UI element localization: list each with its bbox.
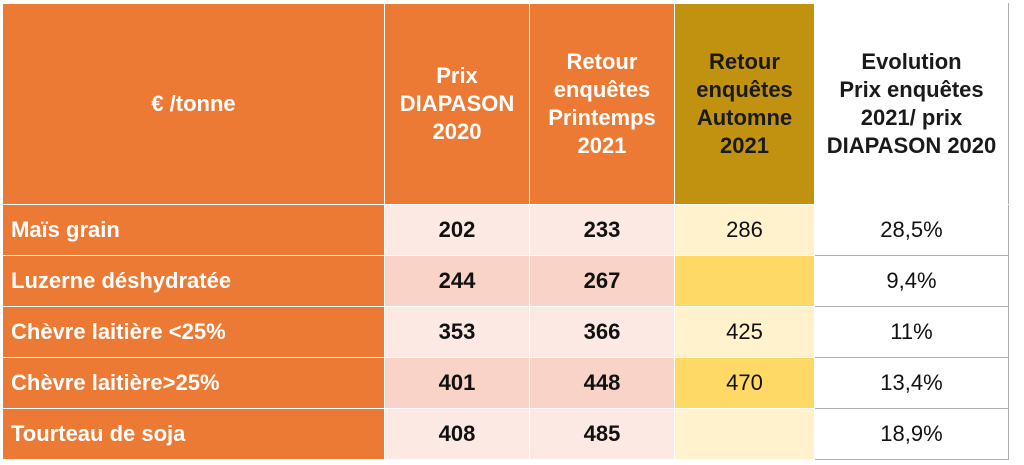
cell-automne: 425 — [674, 306, 815, 358]
cell-printemps: 366 — [529, 306, 675, 358]
header-prix-diapason: Prix DIAPASON 2020 — [384, 3, 530, 205]
header-row: € /tonne Prix DIAPASON 2020 Retour enquê… — [2, 3, 1009, 205]
cell-prix-diapason: 401 — [384, 357, 530, 409]
header-unit: € /tonne — [2, 3, 385, 205]
header-evolution: Evolution Prix enquêtes 2021/ prix DIAPA… — [814, 3, 1009, 205]
cell-automne — [674, 408, 815, 460]
table-row: Chèvre laitière <25% 353 366 425 11% — [2, 306, 1009, 358]
cell-prix-diapason: 353 — [384, 306, 530, 358]
cell-evolution: 11% — [814, 306, 1009, 358]
header-retour-printemps: Retour enquêtes Printemps 2021 — [529, 3, 675, 205]
row-label: Maïs grain — [2, 204, 385, 256]
row-label: Tourteau de soja — [2, 408, 385, 460]
cell-automne: 286 — [674, 204, 815, 256]
row-label: Chèvre laitière <25% — [2, 306, 385, 358]
cell-automne — [674, 255, 815, 307]
row-label: Chèvre laitière>25% — [2, 357, 385, 409]
cell-evolution: 13,4% — [814, 357, 1009, 409]
row-label: Luzerne déshydratée — [2, 255, 385, 307]
cell-prix-diapason: 408 — [384, 408, 530, 460]
price-table: € /tonne Prix DIAPASON 2020 Retour enquê… — [2, 3, 1009, 460]
cell-evolution: 9,4% — [814, 255, 1009, 307]
table-row: Luzerne déshydratée 244 267 9,4% — [2, 255, 1009, 307]
cell-automne: 470 — [674, 357, 815, 409]
cell-printemps: 485 — [529, 408, 675, 460]
table-row: Tourteau de soja 408 485 18,9% — [2, 408, 1009, 460]
cell-prix-diapason: 202 — [384, 204, 530, 256]
cell-printemps: 267 — [529, 255, 675, 307]
cell-prix-diapason: 244 — [384, 255, 530, 307]
cell-evolution: 18,9% — [814, 408, 1009, 460]
table-row: Maïs grain 202 233 286 28,5% — [2, 204, 1009, 256]
cell-printemps: 233 — [529, 204, 675, 256]
table-row: Chèvre laitière>25% 401 448 470 13,4% — [2, 357, 1009, 409]
header-retour-automne: Retour enquêtes Automne 2021 — [674, 3, 815, 205]
cell-evolution: 28,5% — [814, 204, 1009, 256]
cell-printemps: 448 — [529, 357, 675, 409]
